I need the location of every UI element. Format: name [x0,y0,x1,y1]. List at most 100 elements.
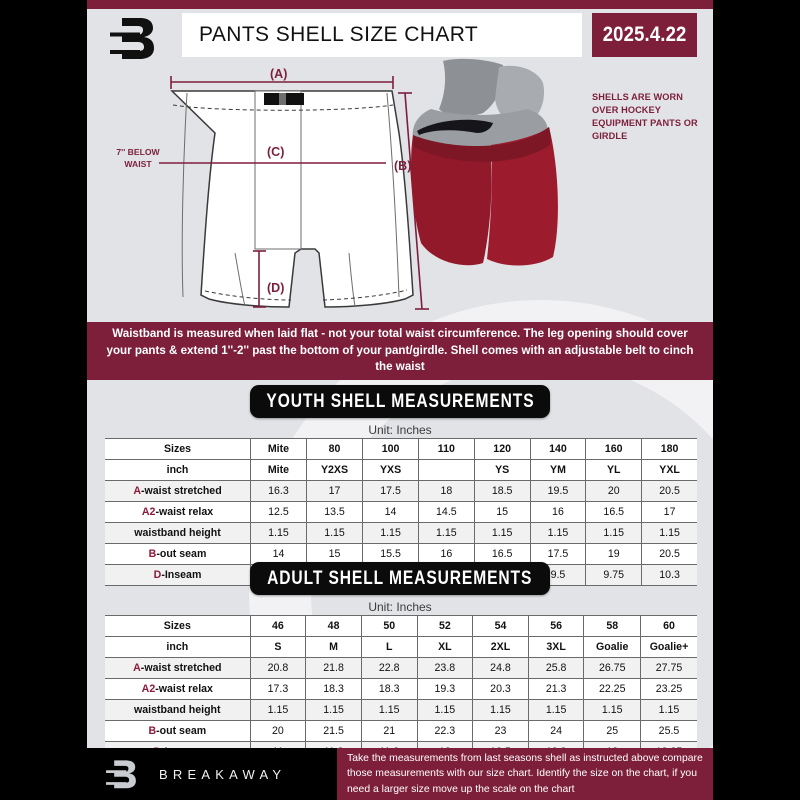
table-cell: 17.3 [250,678,307,700]
table-cell: 23 [472,720,529,742]
table-cell: 19.5 [530,480,587,502]
top-accent-strip [87,0,713,9]
table-cell: 2XL [472,636,529,658]
product-photo [411,58,558,266]
table-cell: 1.15 [361,699,418,721]
page-title-text: PANTS SHELL SIZE CHART [199,23,479,46]
table-cell: YS [474,459,531,481]
row-label: A2-waist relax [105,678,251,700]
table-cell: 180 [641,438,697,460]
table-cell: 1.15 [528,699,585,721]
table-cell: 17 [641,501,697,523]
table-cell: 22.8 [361,657,418,679]
table-cell: Goalie [583,636,641,658]
row-label: inch [105,636,251,658]
table-cell: 50 [361,615,418,637]
table-cell: 160 [585,438,643,460]
table-cell: 20.5 [641,543,697,565]
table-cell: 18.5 [474,480,531,502]
table-cell: 20 [250,720,307,742]
youth-unit-label: Unit: Inches [368,423,432,437]
table-cell: 26.75 [583,657,641,679]
table-cell: 24.8 [472,657,529,679]
table-cell: XL [417,636,474,658]
table-row: B-out seam 20 21.5 21 22.3 23 24 25 25.5 [105,720,697,742]
footer-instructions: Take the measurements from last seasons … [337,748,713,800]
row-label: waistband height [105,522,252,544]
content-column: PANTS SHELL SIZE CHART 2025.4.22 [87,0,713,800]
table-row: inch S M L XL 2XL 3XL Goalie Goalie+ [105,636,697,658]
illustration-area: SHELLS ARE WORN OVER HOCKEY EQUIPMENT PA… [87,58,713,318]
table-cell: 58 [583,615,641,637]
breakaway-logo-icon-footer [106,760,136,789]
table-cell: 9.75 [585,564,643,586]
youth-banner: YOUTH SHELL MEASUREMENTS [250,385,550,418]
adult-measurements-table: Sizes 46 48 50 52 54 56 58 60 inch S M L XL 2XL 3XL Goal… [105,615,697,763]
table-cell: 1.15 [474,522,531,544]
table-cell: 25.5 [640,720,697,742]
row-label: Sizes [105,438,252,460]
table-row: waistband height 1.15 1.15 1.15 1.15 1.15 1.15… [105,699,697,721]
table-cell: 56 [528,615,585,637]
table-cell: 21.5 [305,720,362,742]
footer-instructions-text: Take the measurements from last seasons … [347,752,703,795]
table-cell: 46 [250,615,307,637]
table-cell: YXS [362,459,419,481]
table-cell: 20.3 [472,678,529,700]
row-label: inch [105,459,252,481]
date-badge-text: 2025.4.22 [602,23,687,46]
row-label: A2-waist relax [105,501,252,523]
table-cell: 110 [418,438,475,460]
table-cell: 20.5 [641,480,697,502]
table-cell: 17 [306,480,364,502]
table-cell: 21.3 [528,678,585,700]
table-cell: 20.8 [250,657,307,679]
table-cell: 10.3 [641,564,697,586]
row-label-marker: B [148,725,157,737]
table-row: Sizes 46 48 50 52 54 56 58 60 [105,615,697,637]
row-label: B-out seam [105,543,252,565]
table-cell: 1.15 [472,699,529,721]
table-cell: M [305,636,362,658]
table-cell: 80 [306,438,364,460]
table-cell [418,459,475,481]
table-cell: 24 [528,720,585,742]
row-label: A-waist stretched [105,480,252,502]
table-cell: YXL [641,459,697,481]
table-row: A-waist stretched 16.3 17 17.5 18 18.5 19.5 20 2… [105,480,697,502]
table-cell: 23.8 [417,657,474,679]
table-cell: 1.15 [250,699,307,721]
row-label-marker: A2 [141,506,156,518]
table-cell: 17.5 [362,480,419,502]
dimension-label-d: (D) [267,281,285,295]
table-cell: 1.15 [417,699,474,721]
table-cell: 13.5 [306,501,364,523]
table-cell: 1.15 [418,522,475,544]
table-cell: 21 [361,720,418,742]
page-footer: BREAKAWAY Take the measurements from las… [0,748,800,800]
adult-section-header: ADULT SHELL MEASUREMENTS Unit: Inches [87,562,713,614]
date-badge: 2025.4.22 [592,13,697,57]
table-cell: 18 [418,480,475,502]
row-label: A-waist stretched [105,657,251,679]
table-row: A2-waist relax 17.3 18.3 18.3 19.3 20.3 21.3 22… [105,678,697,700]
table-cell: 16 [530,501,587,523]
row-label: B-out seam [105,720,251,742]
row-label: D-Inseam [105,564,252,586]
youth-banner-text: YOUTH SHELL MEASUREMENTS [265,390,535,412]
youth-section-header: YOUTH SHELL MEASUREMENTS Unit: Inches [87,385,713,437]
table-cell: 25 [583,720,641,742]
dimension-label-b: (B) [394,159,412,173]
row-label: waistband height [105,699,251,721]
table-cell: YL [585,459,643,481]
page-title: PANTS SHELL SIZE CHART [182,13,582,57]
table-cell: 21.8 [305,657,362,679]
table-cell: YM [530,459,587,481]
table-cell: 140 [530,438,587,460]
row-label-marker: D [153,569,162,581]
table-cell: 20 [585,480,643,502]
table-cell: Mite [250,459,307,481]
table-cell: 17.5 [530,543,587,565]
row-label-marker: A [133,485,142,497]
